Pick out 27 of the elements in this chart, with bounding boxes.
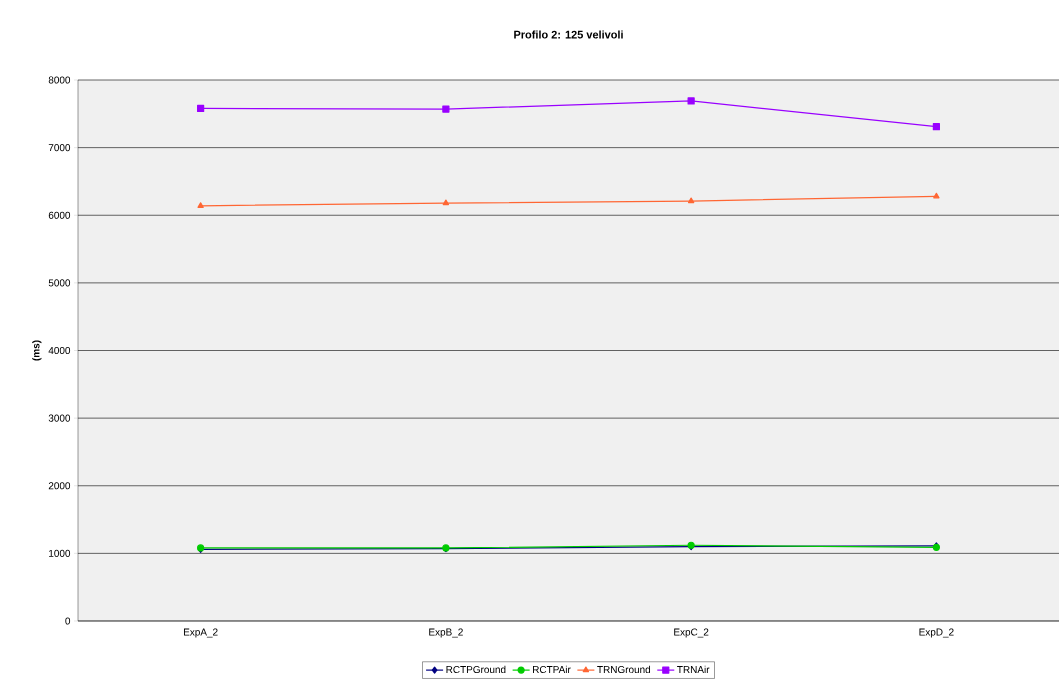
y-tick-label: 1000 (49, 549, 71, 557)
legend-label: TRNAir (677, 665, 710, 673)
y-tick-label: 6000 (48, 211, 71, 219)
x-tick-label: ExpD_2 (919, 628, 954, 638)
point (442, 105, 450, 113)
y-tick-label: 4000 (48, 346, 71, 355)
y-tick-label: 5000 (48, 279, 71, 287)
legend-label: RCTPGround (446, 665, 506, 674)
point (442, 199, 450, 206)
point (197, 202, 204, 208)
point (687, 97, 695, 105)
legend-label: RCTPAir (533, 665, 571, 674)
point (687, 197, 695, 204)
point (933, 192, 940, 199)
y-tick-label: 0 (65, 617, 71, 625)
point (197, 104, 205, 113)
y-tick-label: 7000 (48, 144, 71, 152)
chart-title: Profilo 2: 125 velivoli (514, 30, 623, 39)
y-tick-label: 2000 (48, 482, 71, 490)
y-axis-title: (ms) (32, 340, 42, 361)
x-tick-label: ExpA_2 (183, 628, 218, 638)
point (932, 123, 940, 131)
x-tick-label: ExpC_2 (674, 628, 709, 638)
x-tick-label: ExpB_2 (429, 628, 463, 638)
y-tick-label: 8000 (48, 76, 71, 84)
y-tick-label: 3000 (48, 414, 71, 422)
legend-label: TRNGround (597, 665, 651, 674)
